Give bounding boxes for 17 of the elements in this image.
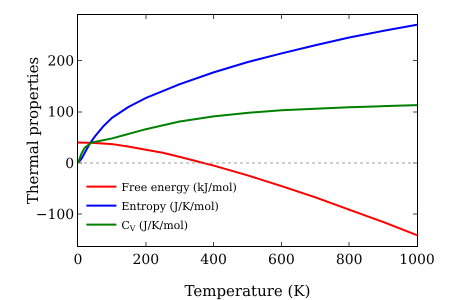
y-axis-title: Thermal properties — [24, 56, 42, 204]
legend-label: Free energy (kJ/mol) — [121, 180, 237, 194]
x-tick-label: 800 — [336, 252, 363, 268]
x-tick-label: 600 — [268, 252, 295, 268]
x-axis-title: Temperature (K) — [184, 282, 310, 300]
y-tick-label: −100 — [36, 207, 74, 224]
legend-label: Entropy (J/K/mol) — [121, 200, 219, 213]
legend-label: C$_{V}$ (J/K/mol) — [121, 218, 188, 234]
y-tick-label: 0 — [65, 156, 74, 172]
x-tick-label: 400 — [200, 252, 227, 268]
x-tick-label: 200 — [132, 252, 160, 268]
x-tick-label: 1000 — [399, 252, 435, 268]
line-series — [78, 24, 417, 164]
y-tick-label: 200 — [47, 53, 74, 70]
y-tick-label: 100 — [47, 104, 74, 121]
line-series — [78, 104, 417, 164]
line-series — [78, 142, 417, 236]
